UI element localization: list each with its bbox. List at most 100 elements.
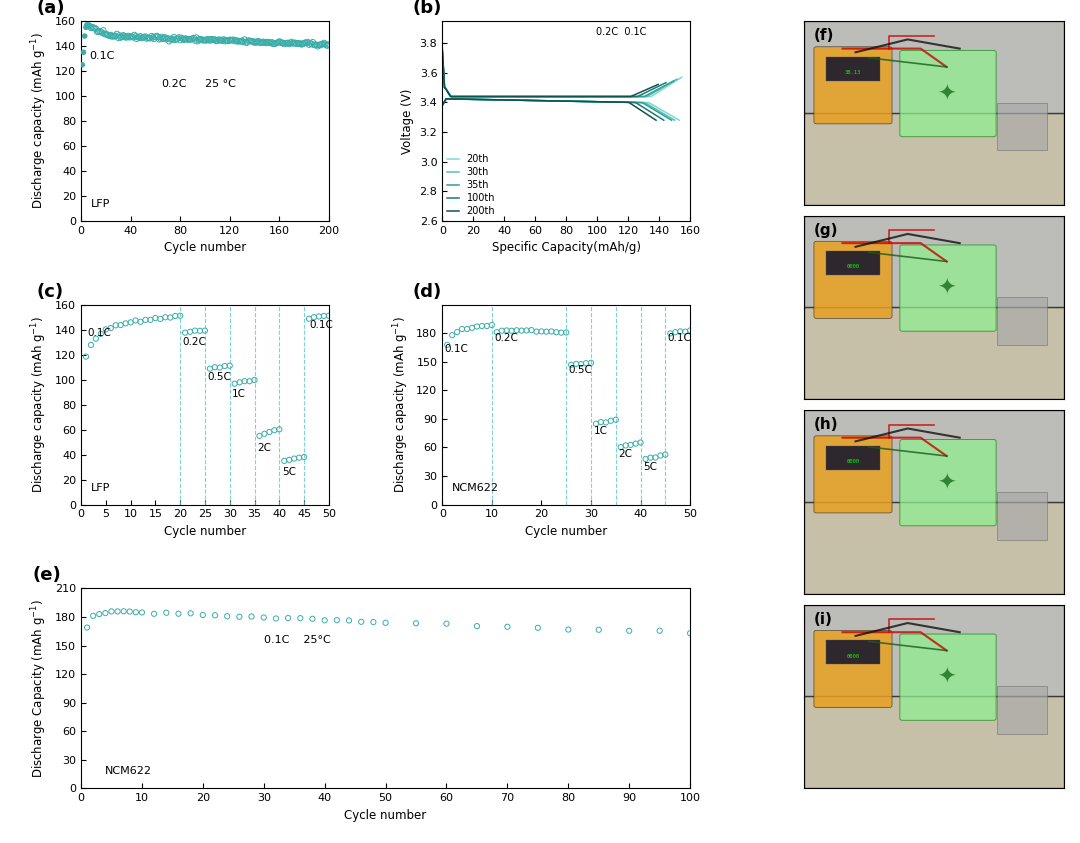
Point (284, 37, 301, 51)
Point (220, 35, 238, 48)
Point (240, 34, 257, 47)
Point (118, 30, 135, 44)
Point (280, 36, 297, 50)
Point (316, 614, 334, 627)
Point (174, 32, 191, 46)
Point (234, 35, 252, 49)
Point (340, 614, 357, 627)
20th (673, 115, 686, 126)
30th (528, 95, 541, 105)
100th (576, 96, 589, 106)
Point (122, 315, 139, 329)
X-axis label: Specific Capacity(mAh/g): Specific Capacity(mAh/g) (491, 241, 640, 255)
Point (204, 33, 221, 46)
Point (130, 30, 147, 44)
Point (176, 326, 193, 340)
X-axis label: Cycle number: Cycle number (164, 241, 246, 255)
Text: (g): (g) (814, 223, 838, 238)
Point (523, 324, 540, 337)
Point (469, 319, 486, 333)
Point (181, 33, 199, 46)
Point (352, 615, 369, 629)
Text: (a): (a) (37, 0, 65, 17)
Point (255, 610, 272, 624)
Point (217, 34, 234, 47)
FancyBboxPatch shape (814, 436, 892, 513)
Point (103, 29, 120, 42)
Point (267, 612, 284, 626)
Point (132, 30, 149, 43)
Point (499, 620, 516, 634)
Point (265, 37, 282, 51)
Point (231, 35, 248, 48)
Text: 1C: 1C (594, 426, 607, 436)
Point (111, 29, 129, 42)
Point (166, 33, 184, 46)
Point (79, 19, 96, 32)
Point (246, 36, 264, 50)
Point (632, 436, 649, 449)
FancyBboxPatch shape (825, 446, 880, 470)
Point (592, 416, 609, 429)
Text: 1C: 1C (232, 389, 246, 399)
Point (114, 604, 132, 618)
Point (108, 27, 125, 40)
Point (91, 24, 108, 38)
Point (176, 32, 193, 46)
FancyBboxPatch shape (900, 51, 996, 137)
Point (271, 422, 288, 436)
Point (165, 30, 183, 44)
FancyBboxPatch shape (900, 439, 996, 526)
Point (134, 30, 151, 44)
Point (303, 612, 321, 626)
Point (105, 30, 122, 43)
Point (264, 35, 281, 49)
Point (145, 30, 162, 44)
Point (293, 38, 310, 51)
Point (185, 31, 202, 45)
Point (205, 33, 222, 46)
Point (637, 452, 654, 465)
Point (247, 35, 265, 49)
Point (82, 21, 99, 35)
Point (141, 31, 159, 45)
Point (255, 35, 272, 49)
20th (607, 97, 620, 107)
Text: LFP: LFP (91, 482, 110, 492)
30th (669, 115, 681, 126)
Point (201, 362, 218, 375)
Point (157, 310, 174, 324)
Point (282, 36, 299, 50)
Text: 0000: 0000 (847, 459, 860, 464)
Point (657, 448, 674, 461)
200th (521, 95, 534, 105)
Point (117, 30, 134, 44)
Point (224, 34, 241, 47)
Point (195, 33, 213, 46)
200th (571, 96, 584, 106)
Point (242, 35, 259, 48)
Point (314, 37, 332, 51)
Text: 0.5C: 0.5C (207, 372, 231, 382)
Text: LFP: LFP (91, 199, 110, 209)
FancyBboxPatch shape (804, 696, 1064, 788)
Text: 0.1C: 0.1C (87, 328, 111, 338)
Point (212, 33, 229, 46)
Point (153, 30, 171, 44)
100th (596, 97, 609, 107)
Point (104, 30, 121, 43)
Point (248, 35, 266, 49)
Point (100, 30, 118, 43)
FancyBboxPatch shape (804, 216, 1064, 308)
Point (231, 376, 248, 389)
X-axis label: Cycle number: Cycle number (164, 525, 246, 538)
Point (179, 33, 197, 46)
FancyBboxPatch shape (814, 241, 892, 319)
Point (246, 373, 264, 387)
Point (146, 607, 163, 620)
Point (254, 35, 271, 49)
Point (79, 18, 96, 31)
Point (437, 617, 455, 631)
Point (206, 361, 224, 374)
Point (229, 35, 246, 48)
